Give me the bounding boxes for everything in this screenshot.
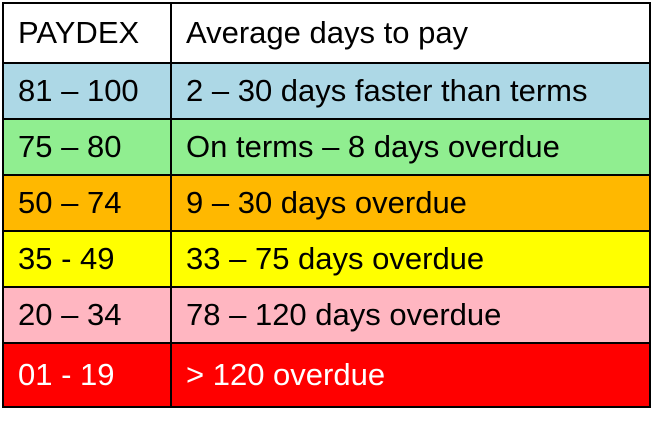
paydex-range-cell: 50 – 74 <box>2 174 172 232</box>
table-row: 20 – 34 78 – 120 days overdue <box>2 286 651 344</box>
days-to-pay-cell: 9 – 30 days overdue <box>170 174 651 232</box>
days-to-pay-cell: 33 – 75 days overdue <box>170 230 651 288</box>
days-to-pay-cell: 2 – 30 days faster than terms <box>170 62 651 120</box>
table-row: 01 - 19 > 120 overdue <box>2 342 651 408</box>
days-to-pay-cell: On terms – 8 days overdue <box>170 118 651 176</box>
days-to-pay-cell: 78 – 120 days overdue <box>170 286 651 344</box>
header-paydex: PAYDEX <box>2 2 172 64</box>
paydex-table: PAYDEX Average days to pay 81 – 100 2 – … <box>2 2 651 408</box>
paydex-range-cell: 81 – 100 <box>2 62 172 120</box>
paydex-range-cell: 35 - 49 <box>2 230 172 288</box>
days-to-pay-cell: > 120 overdue <box>170 342 651 408</box>
table-row: 35 - 49 33 – 75 days overdue <box>2 230 651 288</box>
table-row: 50 – 74 9 – 30 days overdue <box>2 174 651 232</box>
table-row: 81 – 100 2 – 30 days faster than terms <box>2 62 651 120</box>
header-average-days: Average days to pay <box>170 2 651 64</box>
table-row: 75 – 80 On terms – 8 days overdue <box>2 118 651 176</box>
paydex-range-cell: 01 - 19 <box>2 342 172 408</box>
paydex-range-cell: 75 – 80 <box>2 118 172 176</box>
paydex-range-cell: 20 – 34 <box>2 286 172 344</box>
header-row: PAYDEX Average days to pay <box>2 2 651 64</box>
